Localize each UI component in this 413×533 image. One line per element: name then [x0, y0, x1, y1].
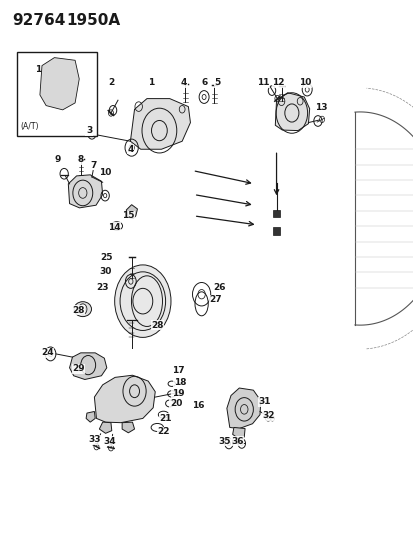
Text: 33: 33: [88, 435, 100, 444]
Text: 9: 9: [55, 156, 61, 164]
Text: 13: 13: [314, 103, 326, 112]
Text: 1950A: 1950A: [66, 13, 120, 28]
Text: 23: 23: [96, 284, 109, 292]
Text: 24: 24: [41, 349, 54, 357]
Text: 31: 31: [258, 398, 271, 406]
Text: 34: 34: [103, 437, 116, 446]
Text: 6: 6: [201, 78, 208, 87]
Text: 4: 4: [180, 78, 187, 87]
Polygon shape: [94, 375, 155, 423]
Text: 36: 36: [231, 437, 243, 446]
Text: 27: 27: [209, 295, 221, 304]
Text: 14: 14: [107, 223, 120, 231]
Polygon shape: [122, 422, 134, 433]
Text: 10: 10: [299, 78, 311, 87]
Text: 92764: 92764: [12, 13, 66, 28]
Text: 18: 18: [173, 378, 186, 387]
Polygon shape: [68, 175, 102, 208]
Text: 10: 10: [99, 168, 112, 177]
Polygon shape: [99, 422, 112, 433]
Text: 1: 1: [35, 65, 41, 74]
Circle shape: [114, 265, 171, 337]
Text: 29: 29: [72, 365, 85, 373]
Text: 19: 19: [171, 389, 184, 398]
Text: 32: 32: [261, 411, 274, 420]
Polygon shape: [226, 388, 260, 429]
Polygon shape: [126, 205, 137, 219]
Text: 8: 8: [77, 156, 84, 164]
Text: 35: 35: [218, 437, 230, 446]
Text: 20: 20: [169, 399, 182, 408]
Polygon shape: [130, 99, 190, 149]
Text: 21: 21: [159, 414, 171, 423]
Text: 16: 16: [192, 401, 204, 409]
Text: 7: 7: [90, 161, 96, 169]
Bar: [272, 227, 280, 235]
Polygon shape: [86, 411, 95, 422]
Ellipse shape: [74, 302, 91, 317]
Text: 3: 3: [85, 126, 92, 135]
Bar: [272, 210, 280, 217]
Text: 28: 28: [72, 306, 85, 314]
Bar: [17, 52, 97, 136]
Text: 11: 11: [256, 78, 268, 87]
Text: 25: 25: [100, 254, 113, 262]
Text: 2: 2: [108, 78, 115, 87]
Text: 12: 12: [271, 78, 284, 87]
Polygon shape: [232, 427, 244, 438]
Text: 1: 1: [147, 78, 154, 87]
Text: 17: 17: [171, 366, 184, 375]
Polygon shape: [275, 93, 309, 131]
Text: 28: 28: [151, 321, 163, 329]
Text: (A/T): (A/T): [21, 122, 39, 131]
Text: 30: 30: [99, 268, 111, 276]
Polygon shape: [40, 58, 79, 110]
Text: 5: 5: [214, 78, 220, 87]
Text: 4: 4: [127, 145, 133, 154]
Text: 22: 22: [157, 427, 169, 436]
Text: 15: 15: [122, 212, 134, 220]
Polygon shape: [69, 353, 107, 379]
Text: 26: 26: [213, 284, 225, 292]
